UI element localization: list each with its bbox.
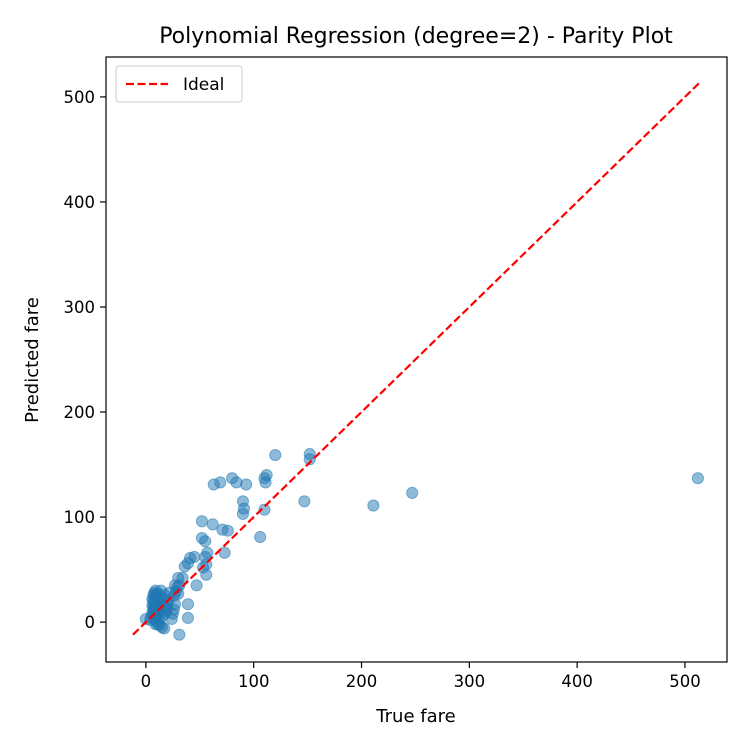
- data-point-11: [254, 530, 267, 544]
- y-axis-label: Predicted fare: [22, 297, 43, 423]
- x-tick-label-100: 100: [238, 672, 270, 691]
- axes: 0 100 200 300 400 500 0 100 200 300 400 500: [64, 56, 728, 691]
- data-point-2: [367, 499, 380, 512]
- data-point-22: [218, 546, 231, 559]
- x-tick-label-300: 300: [454, 672, 486, 691]
- x-tick-label-400: 400: [561, 672, 593, 691]
- data-point-39: [181, 611, 195, 624]
- data-point-24: [195, 515, 209, 528]
- data-point-35: [178, 560, 191, 573]
- legend-ideal-label: Ideal: [183, 75, 224, 95]
- y-tick-label-400: 400: [64, 193, 96, 212]
- data-point-5: [303, 453, 316, 466]
- y-tick-label-300: 300: [64, 298, 96, 317]
- data-point-102: [139, 612, 152, 626]
- data-point-15: [236, 507, 250, 521]
- y-tick-label-0: 0: [85, 613, 96, 632]
- data-point-38: [181, 598, 195, 611]
- data-point-1: [406, 486, 419, 499]
- data-point-3: [298, 495, 311, 508]
- legend: Ideal: [115, 65, 243, 103]
- y-tick-label-100: 100: [64, 508, 96, 527]
- x-tick-label-500: 500: [669, 672, 701, 691]
- legend-box: [115, 65, 243, 103]
- x-tick-label-200: 200: [346, 672, 378, 691]
- y-tick-label-500: 500: [64, 88, 96, 107]
- ideal-line: [132, 82, 700, 636]
- plot-area: [132, 82, 704, 641]
- data-point-17: [226, 472, 239, 485]
- data-point-10: [258, 503, 271, 516]
- x-tick-label-0: 0: [141, 672, 152, 691]
- y-tick-label-200: 200: [64, 403, 96, 422]
- data-point-23: [206, 518, 219, 531]
- data-point-0: [691, 472, 704, 485]
- data-point-37: [190, 579, 203, 592]
- data-point-21: [216, 523, 229, 536]
- chart-title: Polynomial Regression (degree=2) - Parit…: [159, 24, 673, 49]
- axes-frame: [105, 56, 728, 663]
- x-axis-label: True fare: [375, 706, 455, 727]
- data-point-19: [207, 478, 220, 491]
- data-point-6: [269, 448, 282, 462]
- data-point-9: [259, 476, 272, 489]
- data-point-31: [195, 531, 209, 545]
- data-point-40: [173, 628, 186, 641]
